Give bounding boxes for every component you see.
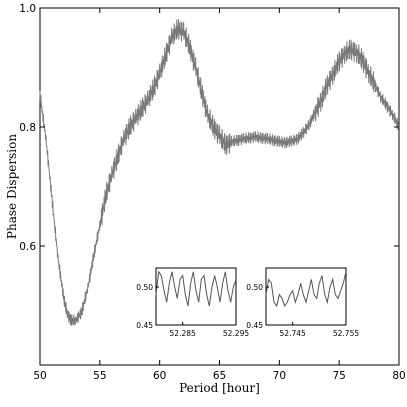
inset-plot-1: 52.285 52.295 0.45 0.50 [136,267,249,338]
main-plot-area: 50 55 60 65 70 75 80 0.6 0.8 1.0 Period [hour] P… [5,3,406,395]
x-tick-label: 55 [93,370,106,382]
y-tick-label: 1.0 [19,3,36,15]
inset-y-tick-label: 0.50 [136,283,153,292]
inset-2-frame [265,267,347,326]
y-tick-label: 0.8 [19,122,36,134]
inset-y-tick-label: 0.45 [136,321,153,330]
inset-x-tick-label: 52.295 [223,329,249,338]
inset-2-ticks: 52.745 52.755 0.45 0.50 [246,283,359,338]
main-y-ticks: 0.6 0.8 1.0 [19,3,399,253]
main-series-line [39,19,400,326]
y-tick-label: 0.6 [19,241,36,253]
inset-plot-2: 52.745 52.755 0.45 0.50 [246,267,359,338]
inset-y-tick-label: 0.50 [246,283,263,292]
x-tick-label: 80 [392,370,405,382]
inset-x-tick-label: 52.755 [333,329,359,338]
inset-2-series-line [265,271,347,308]
x-tick-label: 70 [273,370,286,382]
x-axis-label: Period [hour] [179,381,260,395]
inset-y-tick-label: 0.45 [246,321,263,330]
main-x-ticks: 50 55 60 65 70 75 80 [33,8,406,382]
inset-x-tick-label: 52.745 [280,329,306,338]
x-tick-label: 50 [33,370,46,382]
inset-x-tick-label: 52.285 [170,329,196,338]
x-tick-label: 75 [332,370,345,382]
x-tick-label: 60 [153,370,166,382]
inset-1-series-line [155,270,237,307]
inset-1-frame [155,267,237,326]
x-tick-label: 65 [213,370,226,382]
inset-1-ticks: 52.285 52.295 0.45 0.50 [136,283,249,338]
y-axis-label: Phase Dispersion [5,134,19,239]
